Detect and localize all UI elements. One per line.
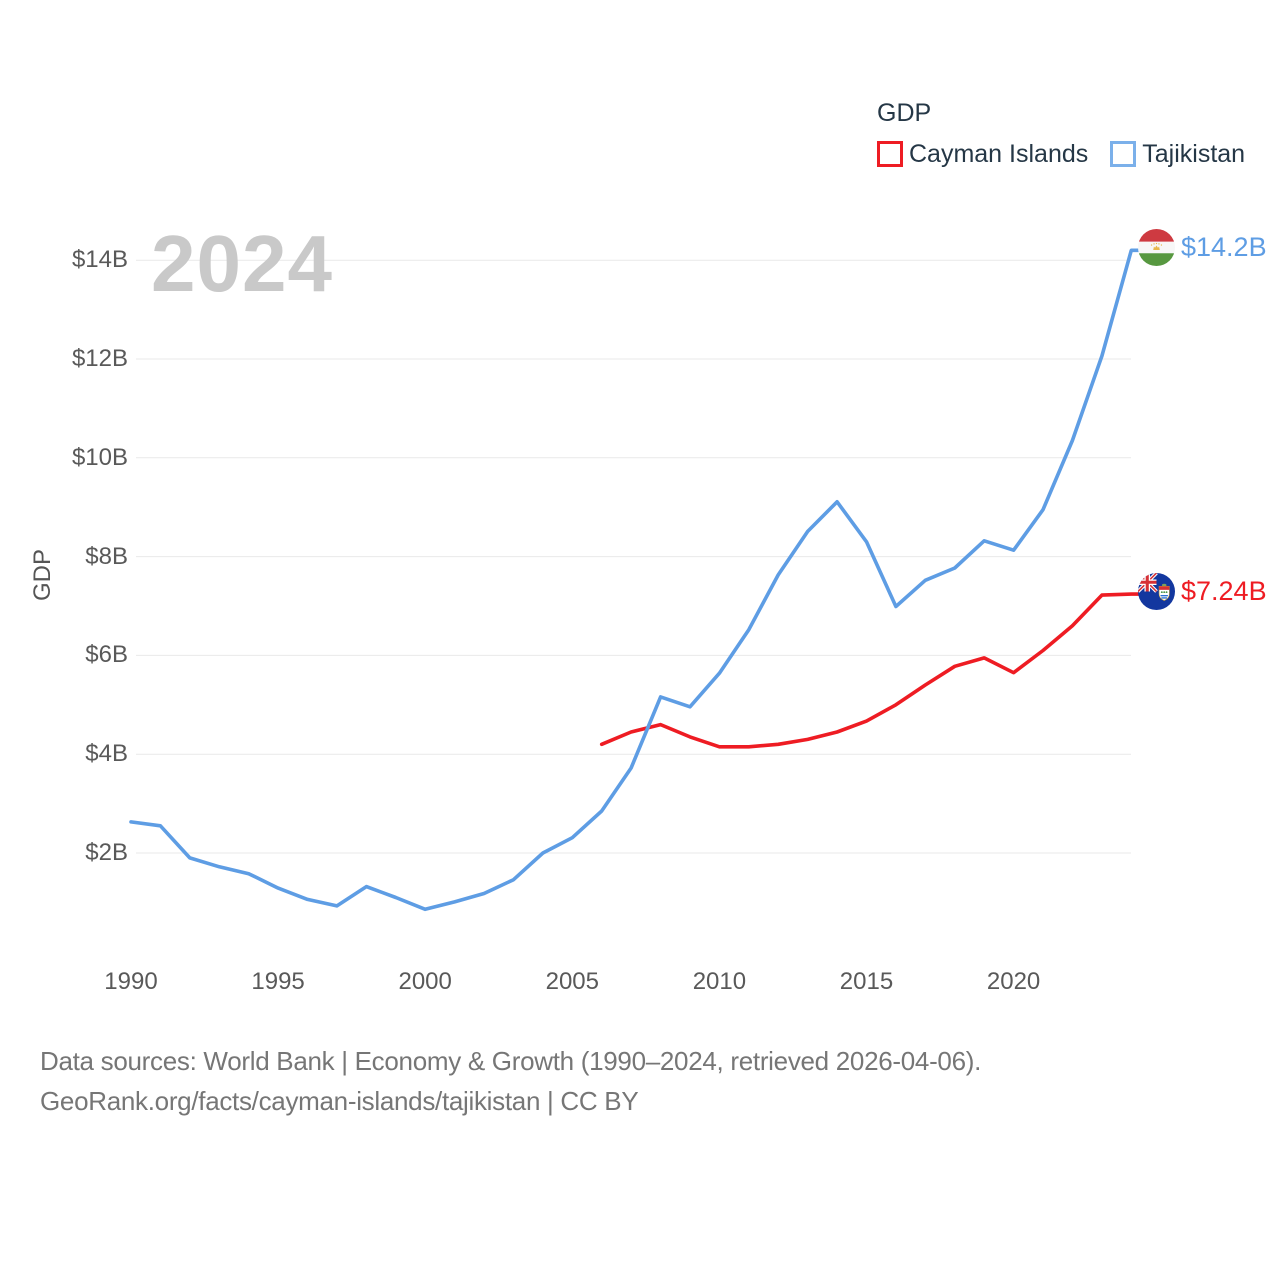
y-tick-label: $6B	[85, 641, 128, 669]
y-tick-label: $14B	[71, 246, 128, 274]
attribution-link-text[interactable]: GeoRank.org/facts/cayman-islands/tajikis…	[40, 1086, 639, 1116]
year-watermark: 2024	[151, 219, 333, 308]
y-tick-label: $10B	[71, 443, 128, 471]
cayman-islands-end-value: $7.24B	[1181, 576, 1267, 606]
legend-title: GDP	[877, 99, 932, 127]
legend-item-tajikistan[interactable]: Tajikistan	[1142, 140, 1246, 168]
gridlines	[136, 259, 1131, 854]
series-lines	[129, 248, 1145, 912]
x-tick-label: 2005	[545, 968, 599, 995]
x-tick-label: 1990	[104, 968, 158, 995]
x-tick-label: 2020	[986, 968, 1041, 995]
y-tick-label: $4B	[85, 740, 128, 768]
x-tick-label: 2015	[839, 968, 894, 995]
legend: GDP Cayman Islands Tajikistan	[877, 98, 1245, 168]
cayman-islands-line	[599, 592, 1145, 749]
legend-item-cayman-islands[interactable]: Cayman Islands	[909, 140, 1089, 168]
cayman-islands-swatch-icon[interactable]	[877, 141, 903, 167]
tajikistan-end-label: $14.2B	[1138, 229, 1267, 266]
tajikistan-end-value: $14.2B	[1181, 232, 1267, 262]
data-sources-text: Data sources: World Bank | Economy & Gro…	[40, 1046, 982, 1076]
y-tick-label: $2B	[85, 839, 128, 866]
tajikistan-swatch-icon[interactable]	[1110, 141, 1137, 167]
cayman-islands-flag-icon	[1138, 573, 1175, 610]
x-tick-label: 1995	[251, 968, 305, 995]
y-tick-label: $12B	[71, 345, 128, 372]
tajikistan-line	[129, 248, 1145, 912]
tajikistan-flag-icon	[1138, 229, 1175, 266]
x-tick-label: 2010	[692, 968, 747, 995]
x-tick-label: 2000	[398, 968, 452, 995]
legend-row: Cayman Islands Tajikistan	[877, 140, 1245, 168]
cayman-islands-end-label: $7.24B	[1138, 573, 1267, 610]
y-tick-label: $8B	[85, 542, 128, 570]
